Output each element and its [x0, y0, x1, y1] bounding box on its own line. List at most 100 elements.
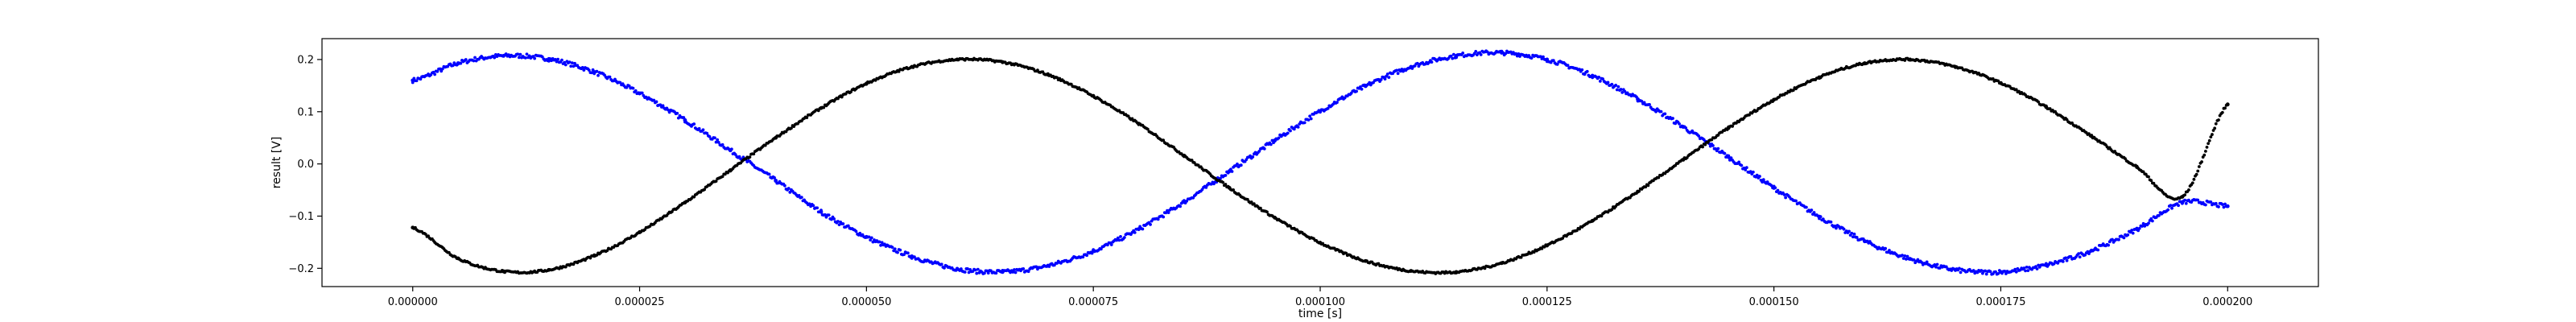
sample-point: [1725, 128, 1729, 131]
sample-point: [1519, 255, 1523, 259]
sample-point: [438, 67, 442, 71]
sample-point: [1744, 166, 1748, 170]
sample-point: [412, 76, 416, 80]
sample-point: [473, 56, 477, 60]
sample-point: [1934, 265, 1938, 269]
sample-point: [2207, 138, 2211, 142]
sample-point: [1769, 184, 1773, 188]
sample-point: [883, 242, 886, 246]
sample-point: [1368, 80, 1372, 85]
sample-point: [2003, 269, 2007, 273]
sample-point: [1117, 238, 1121, 242]
sample-point: [1239, 163, 1243, 167]
sample-point: [1115, 238, 1119, 242]
sample-point: [1601, 77, 1604, 80]
sample-point: [652, 98, 656, 102]
sample-point: [1257, 150, 1261, 153]
sample-point: [427, 234, 430, 238]
sample-point: [1716, 147, 1720, 151]
sample-point: [805, 116, 809, 120]
sample-point: [517, 56, 521, 60]
sample-point: [675, 111, 679, 115]
sample-point: [1861, 237, 1865, 241]
sample-point: [2222, 205, 2226, 209]
sample-point: [902, 253, 906, 256]
sample-point: [786, 187, 791, 190]
sample-point: [1319, 110, 1322, 114]
sample-point: [729, 147, 733, 151]
sample-point: [2197, 165, 2201, 168]
sample-point: [877, 240, 881, 244]
sample-point: [2061, 259, 2065, 263]
sample-point: [2149, 179, 2153, 183]
sample-point: [1912, 258, 1916, 262]
sample-point: [1026, 270, 1030, 274]
sample-point: [1984, 272, 1988, 276]
sample-point: [893, 247, 897, 251]
sample-point: [2035, 267, 2039, 270]
sample-point: [1162, 215, 1166, 219]
sample-point: [2004, 272, 2008, 275]
sample-point: [682, 116, 686, 119]
sample-point: [661, 104, 665, 108]
sample-point: [2214, 122, 2218, 126]
sample-point: [1903, 254, 1907, 258]
sample-point: [1262, 147, 1266, 151]
sample-point: [440, 69, 444, 73]
sample-point: [564, 63, 568, 67]
sample-point: [983, 271, 986, 275]
sample-point: [2170, 206, 2174, 210]
sample-point: [2137, 226, 2141, 230]
sample-point: [1988, 270, 1992, 274]
sample-point: [2205, 145, 2209, 149]
sample-point: [1156, 217, 1160, 221]
sample-point: [634, 89, 638, 93]
sample-point: [716, 138, 720, 142]
sample-point: [2037, 100, 2041, 104]
sample-point: [1818, 215, 1823, 219]
sample-point: [1355, 89, 1358, 93]
sample-point: [595, 69, 599, 73]
sample-point: [1034, 265, 1038, 269]
sample-point: [720, 175, 724, 179]
sample-point: [836, 220, 840, 223]
sample-point: [767, 172, 771, 176]
y-tick-label: 0.2: [297, 54, 314, 66]
sample-point: [1904, 258, 1908, 261]
x-tick-label: 0.000025: [615, 296, 665, 308]
sample-point: [2044, 104, 2048, 108]
sample-point: [1383, 77, 1387, 80]
sample-point: [1224, 183, 1228, 186]
sample-point: [1224, 173, 1228, 177]
sample-point: [701, 128, 705, 132]
sample-point: [1309, 117, 1313, 121]
sample-point: [1812, 211, 1816, 214]
sample-point: [705, 131, 709, 135]
sample-point: [1616, 85, 1620, 89]
sample-point: [1230, 170, 1234, 173]
sample-point: [1938, 266, 1942, 270]
x-axis: 0.000000 0.000025 0.000050 0.000075 0.000100…: [388, 287, 2252, 308]
sample-point: [560, 58, 564, 62]
sample-point: [1415, 61, 1419, 65]
sample-point: [2157, 213, 2161, 217]
sample-point: [2150, 219, 2154, 223]
sample-point: [1580, 68, 1584, 72]
sample-point: [1530, 56, 1534, 60]
sample-point: [1249, 154, 1252, 158]
sample-point: [2192, 177, 2196, 181]
sample-point: [2124, 157, 2127, 161]
sample-point: [1292, 127, 1296, 131]
x-tick-label: 0.000175: [1975, 296, 2025, 308]
sample-point: [433, 72, 437, 76]
sample-point: [807, 202, 811, 206]
sample-point: [1648, 102, 1651, 106]
sample-point: [797, 193, 801, 197]
sample-point: [1619, 88, 1623, 91]
sample-point: [1850, 231, 1854, 235]
sample-point: [1335, 101, 1339, 105]
sample-point: [1606, 80, 1610, 85]
sample-point: [597, 73, 600, 77]
sample-point: [1485, 50, 1489, 54]
